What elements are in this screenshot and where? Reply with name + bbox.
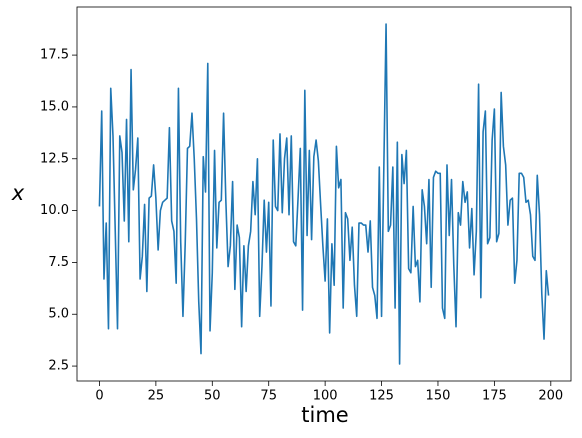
x-tick-label: 100 (313, 389, 338, 404)
y-axis-label: x (11, 181, 25, 205)
y-tick-label: 10.0 (40, 203, 69, 218)
x-axis-label: time (301, 403, 348, 427)
x-tick-label: 25 (148, 389, 165, 404)
line (98, 23, 550, 365)
x-tick-label: 175 (482, 389, 507, 404)
y-tick-label: 5.0 (48, 307, 69, 322)
y-tick-label: 17.5 (40, 48, 69, 63)
x-tick-label: 200 (538, 389, 563, 404)
x-tick-label: 75 (260, 389, 277, 404)
x-tick-label: 150 (426, 389, 451, 404)
x-tick-label: 0 (95, 389, 103, 404)
x-tick-label: 125 (369, 389, 394, 404)
y-tick-label: 12.5 (40, 151, 69, 166)
y-tick-label: 2.5 (48, 359, 69, 374)
x-tick-label: 50 (204, 389, 221, 404)
y-tick-label: 7.5 (48, 255, 69, 270)
plot-frame (76, 6, 572, 382)
y-tick-label: 15.0 (40, 99, 69, 114)
